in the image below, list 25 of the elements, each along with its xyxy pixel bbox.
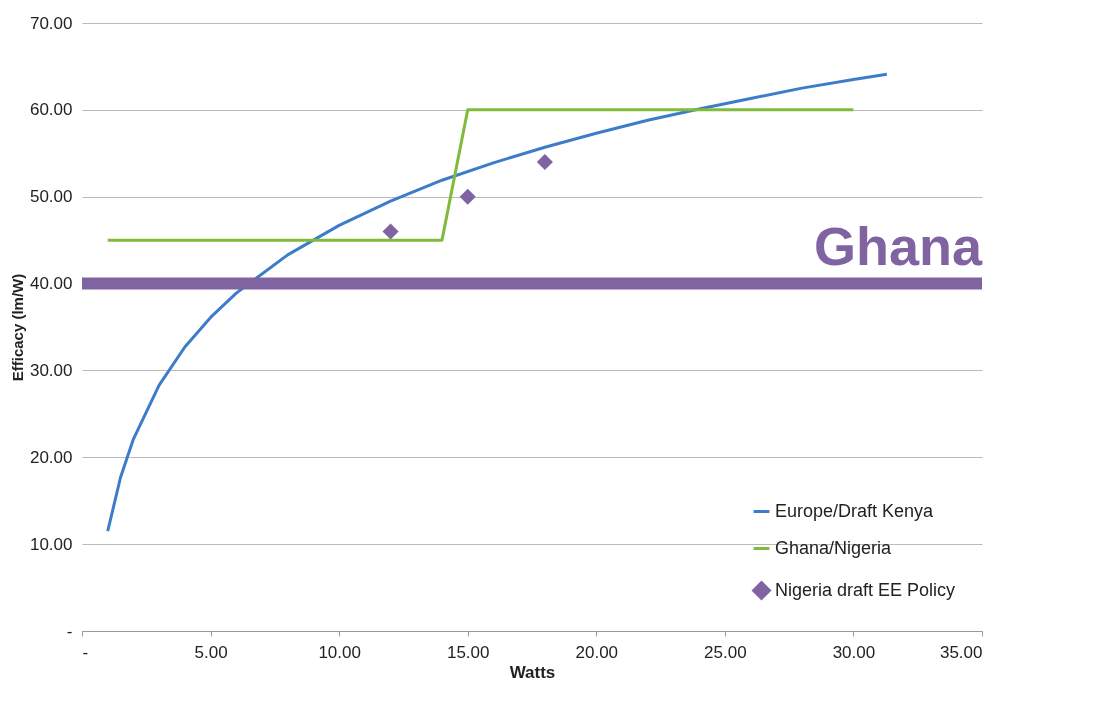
y-tick-label: 30.00 — [29, 360, 73, 380]
ref-line-label: Ghana — [813, 215, 983, 276]
y-tick-label: 60.00 — [29, 100, 73, 120]
y-tick-label: 20.00 — [29, 447, 73, 467]
x-tick-label: 30.00 — [832, 642, 876, 662]
x-tick-label: 5.00 — [194, 642, 228, 662]
point — [382, 223, 399, 240]
y-tick-label: 40.00 — [29, 274, 73, 294]
legend-label: Europe/Draft Kenya — [775, 500, 935, 521]
point — [459, 188, 476, 205]
legend-label: Ghana/Nigeria — [775, 537, 893, 558]
x-axis-title: Watts — [509, 662, 556, 682]
y-tick-label: 50.00 — [29, 187, 73, 207]
x-tick-label: - — [82, 642, 89, 662]
x-tick-label: 10.00 — [318, 642, 361, 662]
point — [536, 153, 553, 171]
y-tick-label: - — [66, 621, 73, 641]
y-tick-label: 70.00 — [29, 13, 73, 33]
x-tick-label: 20.00 — [575, 642, 619, 662]
x-tick-label: 15.00 — [446, 642, 490, 662]
y-tick-label: 10.00 — [29, 534, 73, 554]
legend-label: Nigeria draft EE Policy — [775, 579, 956, 600]
x-tick-label: 35.00 — [939, 642, 983, 662]
y-axis-title: Efficacy (lm/W) — [8, 273, 26, 382]
x-tick-label: 25.00 — [704, 642, 747, 662]
